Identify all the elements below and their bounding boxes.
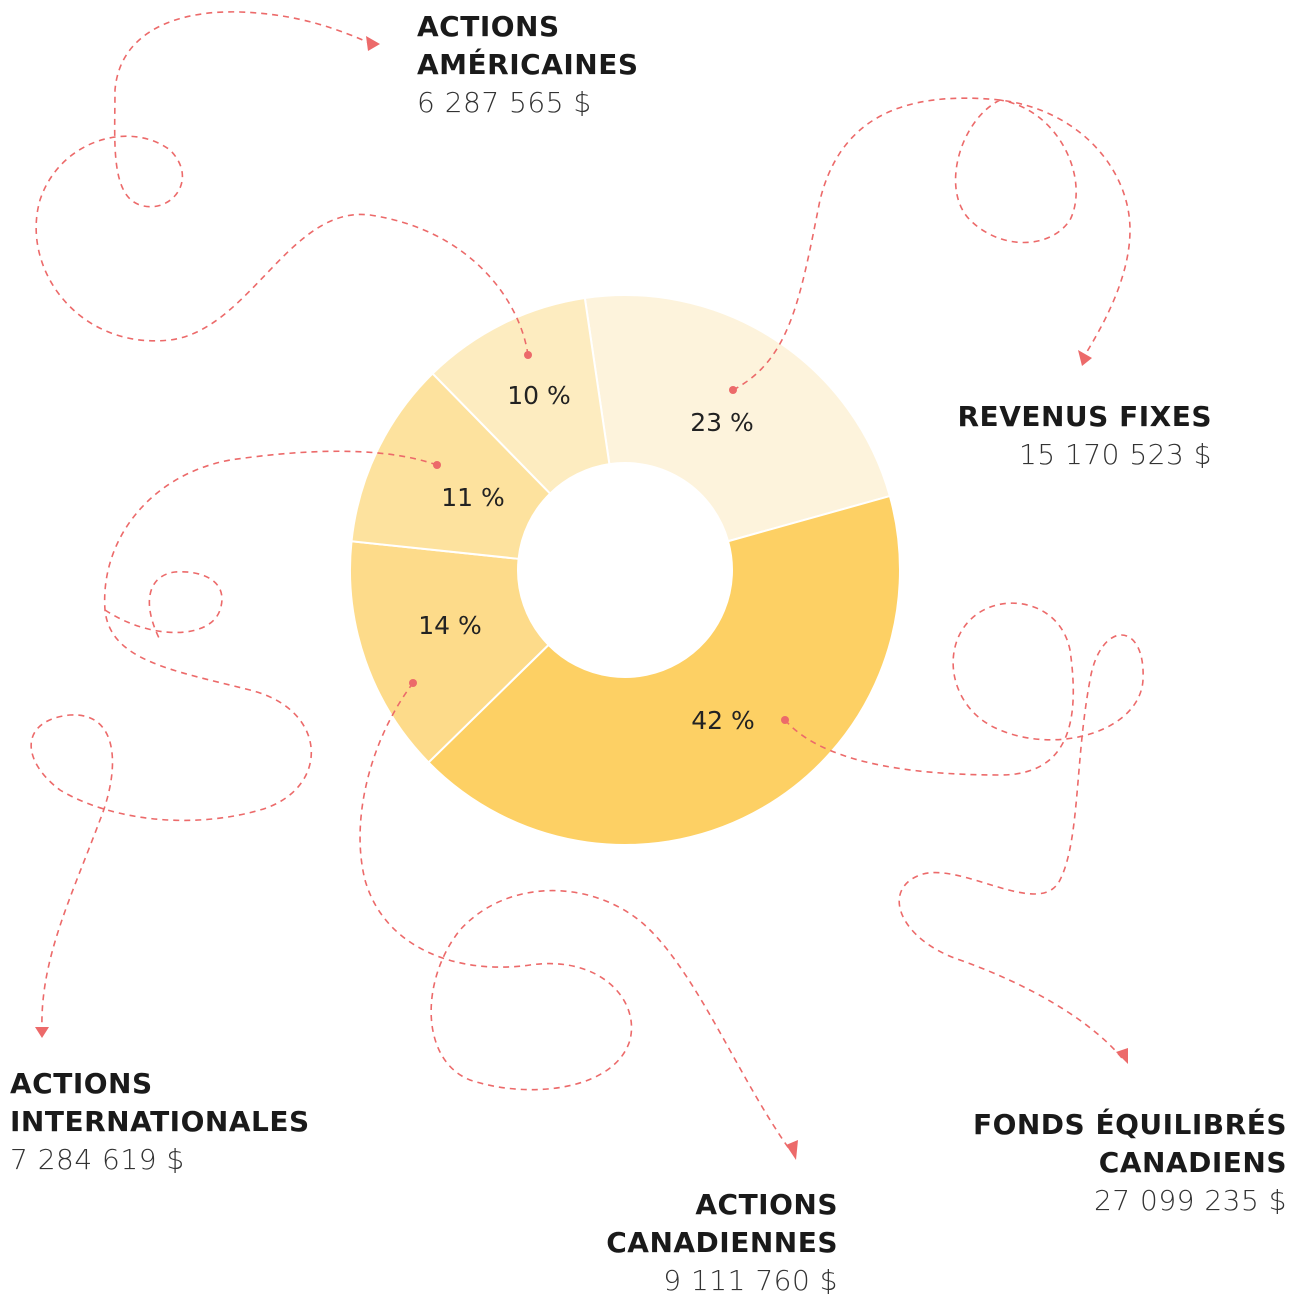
arrowhead (1078, 350, 1092, 366)
value-label: 10 % (507, 381, 571, 410)
connector (30, 450, 438, 1031)
category-label: REVENUS FIXES 15 170 523 $ (892, 398, 1212, 474)
arrowhead (35, 1027, 49, 1038)
dot (781, 716, 789, 724)
donut-segment (427, 494, 901, 846)
decorations (30, 11, 1144, 1160)
amount: 15 170 523 $ (1018, 438, 1212, 471)
category-name: ACTIONS CANADIENNES (606, 1188, 838, 1259)
amount: 27 099 235 $ (1093, 1184, 1287, 1217)
value-label: 11 % (441, 483, 505, 512)
dot (729, 386, 737, 394)
category-label: ACTIONS INTERNATIONALES 7 284 619 $ (10, 1065, 350, 1179)
category-name: REVENUS FIXES (957, 400, 1212, 433)
value-label: 23 % (690, 408, 754, 437)
donut-segment (350, 372, 552, 560)
amount: 6 287 565 $ (417, 86, 592, 119)
dot (433, 461, 441, 469)
amount: 9 111 760 $ (663, 1264, 838, 1297)
value-label: 42 % (691, 706, 755, 735)
dot (409, 679, 417, 687)
arrowhead (1116, 1048, 1128, 1064)
arrowhead (786, 1140, 798, 1160)
connector (784, 602, 1144, 1059)
donut-segment (349, 540, 550, 764)
value-label: 14 % (418, 611, 482, 640)
donut: 23 % 42 % 14 % 11 % 10 % (349, 294, 901, 846)
category-label: ACTIONS AMÉRICAINES 6 287 565 $ (417, 8, 667, 122)
category-name: ACTIONS INTERNATIONALES (10, 1067, 310, 1138)
amount: 7 284 619 $ (10, 1143, 185, 1176)
connector (732, 97, 1131, 391)
donut-segment (431, 296, 611, 495)
donut-segment (583, 294, 892, 543)
category-name: ACTIONS AMÉRICAINES (417, 10, 639, 81)
category-label: FONDS ÉQUILIBRÉS CANADIENS 27 099 235 $ (947, 1106, 1287, 1220)
dot (524, 351, 532, 359)
category-name: FONDS ÉQUILIBRÉS CANADIENS (972, 1108, 1287, 1179)
arrowhead (366, 36, 380, 51)
category-label: ACTIONS CANADIENNES 9 111 760 $ (558, 1186, 838, 1297)
